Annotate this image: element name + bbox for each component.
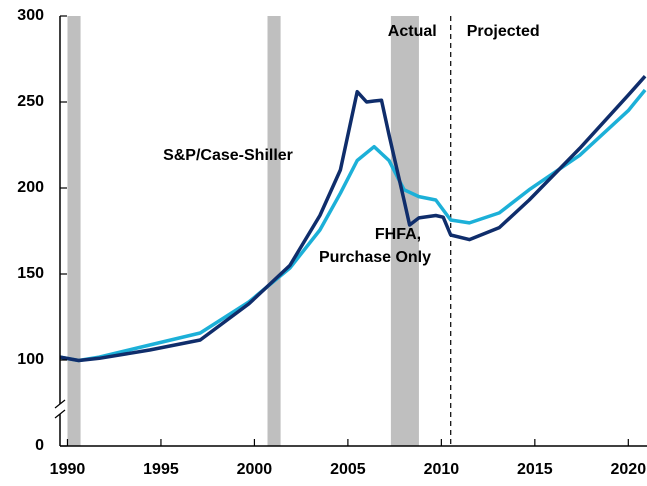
axis-break-mark [54,409,66,419]
y-tick-label: 100 [17,351,44,368]
x-tick-label: 2020 [611,461,647,478]
series-line [59,75,647,363]
y-tick-label: 250 [17,93,44,110]
series-label: FHFA, [375,226,421,243]
x-tick-label: 2000 [237,461,273,478]
x-tick-label: 1990 [50,461,86,478]
series-line [59,88,647,363]
axis-break-mark [54,399,66,409]
recession-shade [67,16,81,446]
series-label: Purchase Only [319,249,431,266]
recession-shade [390,16,419,446]
x-tick-label: 2010 [424,461,460,478]
recession-shade [267,16,281,446]
period-label: Actual [388,23,437,40]
y-tick-label: 150 [17,265,44,282]
x-tick-label: 1995 [143,461,179,478]
x-tick-label: 2015 [517,461,553,478]
x-tick-label: 2005 [330,461,366,478]
y-tick-label: 200 [17,179,44,196]
y-tick-label: 0 [35,437,44,454]
period-label: Projected [467,23,540,40]
axis-break-gap [54,404,66,414]
series-label: S&P/Case-Shiller [163,147,293,164]
y-tick-label: 300 [17,7,44,24]
